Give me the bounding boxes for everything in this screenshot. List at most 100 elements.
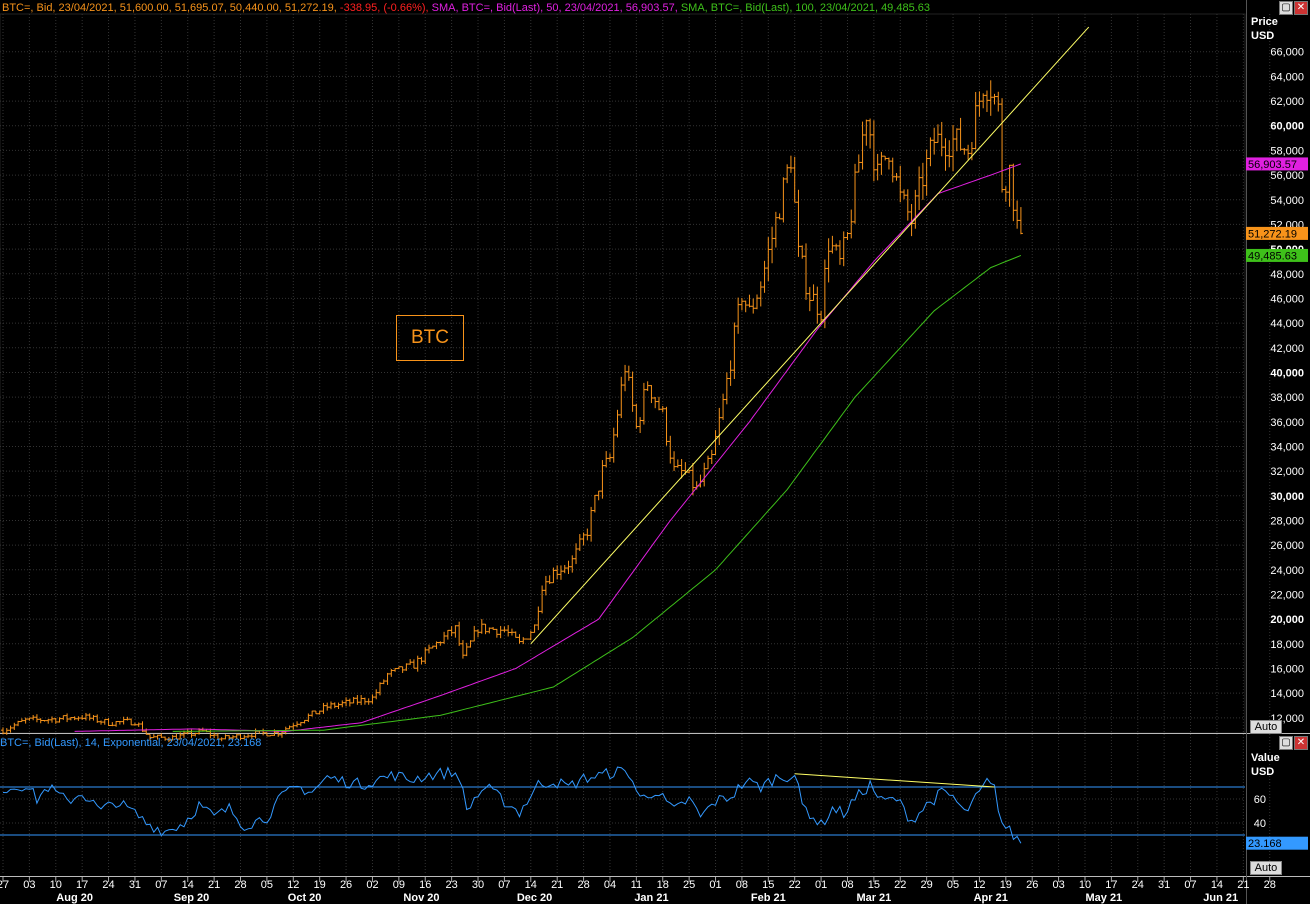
price-tick-label: 40,000 — [1270, 367, 1304, 379]
date-tick-label: 10 — [50, 879, 62, 891]
date-tick-label: 01 — [815, 879, 827, 891]
price-tick-label: 20,000 — [1270, 614, 1304, 626]
sma100-line — [172, 254, 1022, 732]
date-tick-label: 14 — [182, 879, 194, 891]
month-label: May 21 — [1085, 892, 1122, 904]
price-tick-label: 22,000 — [1270, 589, 1304, 601]
price-last-label-bg — [1246, 226, 1308, 240]
sma-series — [74, 26, 1090, 732]
rsi-series — [2, 766, 1022, 844]
rsi-axis-title: Value — [1251, 752, 1280, 764]
month-label: Oct 20 — [288, 892, 322, 904]
price-restore-button[interactable]: ▢ — [1279, 1, 1293, 15]
price-header: BTC=, Bid, 23/04/2021, 51,600.00, 51,695… — [2, 2, 930, 14]
price-series — [1, 80, 1023, 743]
price-tick-label: 48,000 — [1270, 269, 1304, 281]
date-tick-label: 07 — [498, 879, 510, 891]
price-tick-label: 56,000 — [1270, 170, 1304, 182]
date-tick-label: 14 — [525, 879, 537, 891]
date-tick-label: 19 — [1000, 879, 1012, 891]
price-tick-label: 54,000 — [1270, 195, 1304, 207]
price-tick-label: 58,000 — [1270, 145, 1304, 157]
btc-annotation-box[interactable]: BTC — [396, 315, 464, 361]
price-close-button[interactable]: ✕ — [1294, 1, 1308, 15]
date-tick-label: 31 — [1158, 879, 1170, 891]
rsi-auto-scale-button[interactable]: Auto — [1250, 861, 1282, 875]
date-tick-label: 17 — [76, 879, 88, 891]
date-tick-label: 02 — [366, 879, 378, 891]
month-label: Sep 20 — [174, 892, 209, 904]
rsi-line — [2, 766, 1022, 844]
date-tick-label: 28 — [1264, 879, 1276, 891]
month-label: Mar 21 — [856, 892, 891, 904]
price-last-label: 51,272.19 — [1248, 228, 1297, 240]
date-tick-label: 23 — [446, 879, 458, 891]
rsi-last-label: 23.168 — [1248, 838, 1282, 850]
rsi-divergence-line — [794, 773, 995, 788]
date-tick-label: 15 — [762, 879, 774, 891]
price-tick-label: 24,000 — [1270, 565, 1304, 577]
date-tick-label: 21 — [208, 879, 220, 891]
header-part-sma100: SMA, BTC=, Bid(Last), 100, 23/04/2021, 4… — [677, 2, 931, 14]
sma50-last-label-bg — [1246, 157, 1308, 171]
date-tick-label: 28 — [234, 879, 246, 891]
price-tick-label: 26,000 — [1270, 540, 1304, 552]
date-tick-label: 16 — [419, 879, 431, 891]
price-tick-label: 38,000 — [1270, 392, 1304, 404]
price-tick-label: 36,000 — [1270, 417, 1304, 429]
date-tick-label: 25 — [683, 879, 695, 891]
month-label: Aug 20 — [56, 892, 93, 904]
price-tick-label: 32,000 — [1270, 466, 1304, 478]
sma100-last-label-bg — [1246, 248, 1308, 262]
date-tick-label: 12 — [287, 879, 299, 891]
header-part-change: -338.95, (-0.66%), — [336, 2, 429, 14]
date-tick-label: 24 — [1132, 879, 1144, 891]
price-tick-label: 64,000 — [1270, 71, 1304, 83]
rsi-restore-button[interactable]: ▢ — [1279, 736, 1293, 750]
date-tick-label: 10 — [1079, 879, 1091, 891]
date-tick-label: 26 — [340, 879, 352, 891]
month-label: Dec 20 — [517, 892, 552, 904]
price-tick-label: 14,000 — [1270, 688, 1304, 700]
date-tick-label: 03 — [1052, 879, 1064, 891]
date-tick-label: 01 — [709, 879, 721, 891]
trend-line — [530, 26, 1090, 645]
price-tick-label: 30,000 — [1270, 491, 1304, 503]
axes: 12,00014,00016,00018,00020,00022,00024,0… — [0, 47, 1308, 904]
price-tick-label: 18,000 — [1270, 639, 1304, 651]
rsi-header: BTC=, Bid(Last), 14, Exponential, 23/04/… — [0, 737, 262, 749]
price-tick-label: 44,000 — [1270, 318, 1304, 330]
sma50-line — [74, 163, 1022, 732]
date-tick-label: 29 — [921, 879, 933, 891]
date-tick-label: 07 — [1184, 879, 1196, 891]
date-tick-label: 04 — [604, 879, 616, 891]
price-axis-unit: USD — [1251, 30, 1275, 42]
date-tick-label: 21 — [1237, 879, 1249, 891]
rsi-close-button[interactable]: ✕ — [1294, 736, 1308, 750]
price-tick-label: 66,000 — [1270, 47, 1304, 59]
price-tick-label: 46,000 — [1270, 293, 1304, 305]
date-tick-label: 15 — [868, 879, 880, 891]
price-tick-label: 34,000 — [1270, 441, 1304, 453]
sma100-last-label: 49,485.63 — [1248, 250, 1297, 262]
month-label: Jun 21 — [1203, 892, 1238, 904]
sma50-last-label: 56,903.57 — [1248, 159, 1297, 171]
price-auto-scale-button[interactable]: Auto — [1250, 720, 1282, 734]
price-pane-frame — [0, 13, 1246, 734]
date-tick-label: 19 — [314, 879, 326, 891]
date-tick-label: 26 — [1026, 879, 1038, 891]
date-tick-label: 05 — [947, 879, 959, 891]
date-tick-label: 24 — [102, 879, 114, 891]
rsi-tick-label: 60 — [1254, 794, 1266, 806]
month-label: Feb 21 — [751, 892, 786, 904]
date-tick-label: 21 — [551, 879, 563, 891]
month-label: Apr 21 — [974, 892, 1008, 904]
date-tick-label: 22 — [894, 879, 906, 891]
date-tick-label: 30 — [472, 879, 484, 891]
date-tick-label: 22 — [789, 879, 801, 891]
rsi-last-label-bg — [1246, 836, 1308, 850]
date-tick-label: 27 — [0, 879, 9, 891]
date-tick-label: 17 — [1105, 879, 1117, 891]
